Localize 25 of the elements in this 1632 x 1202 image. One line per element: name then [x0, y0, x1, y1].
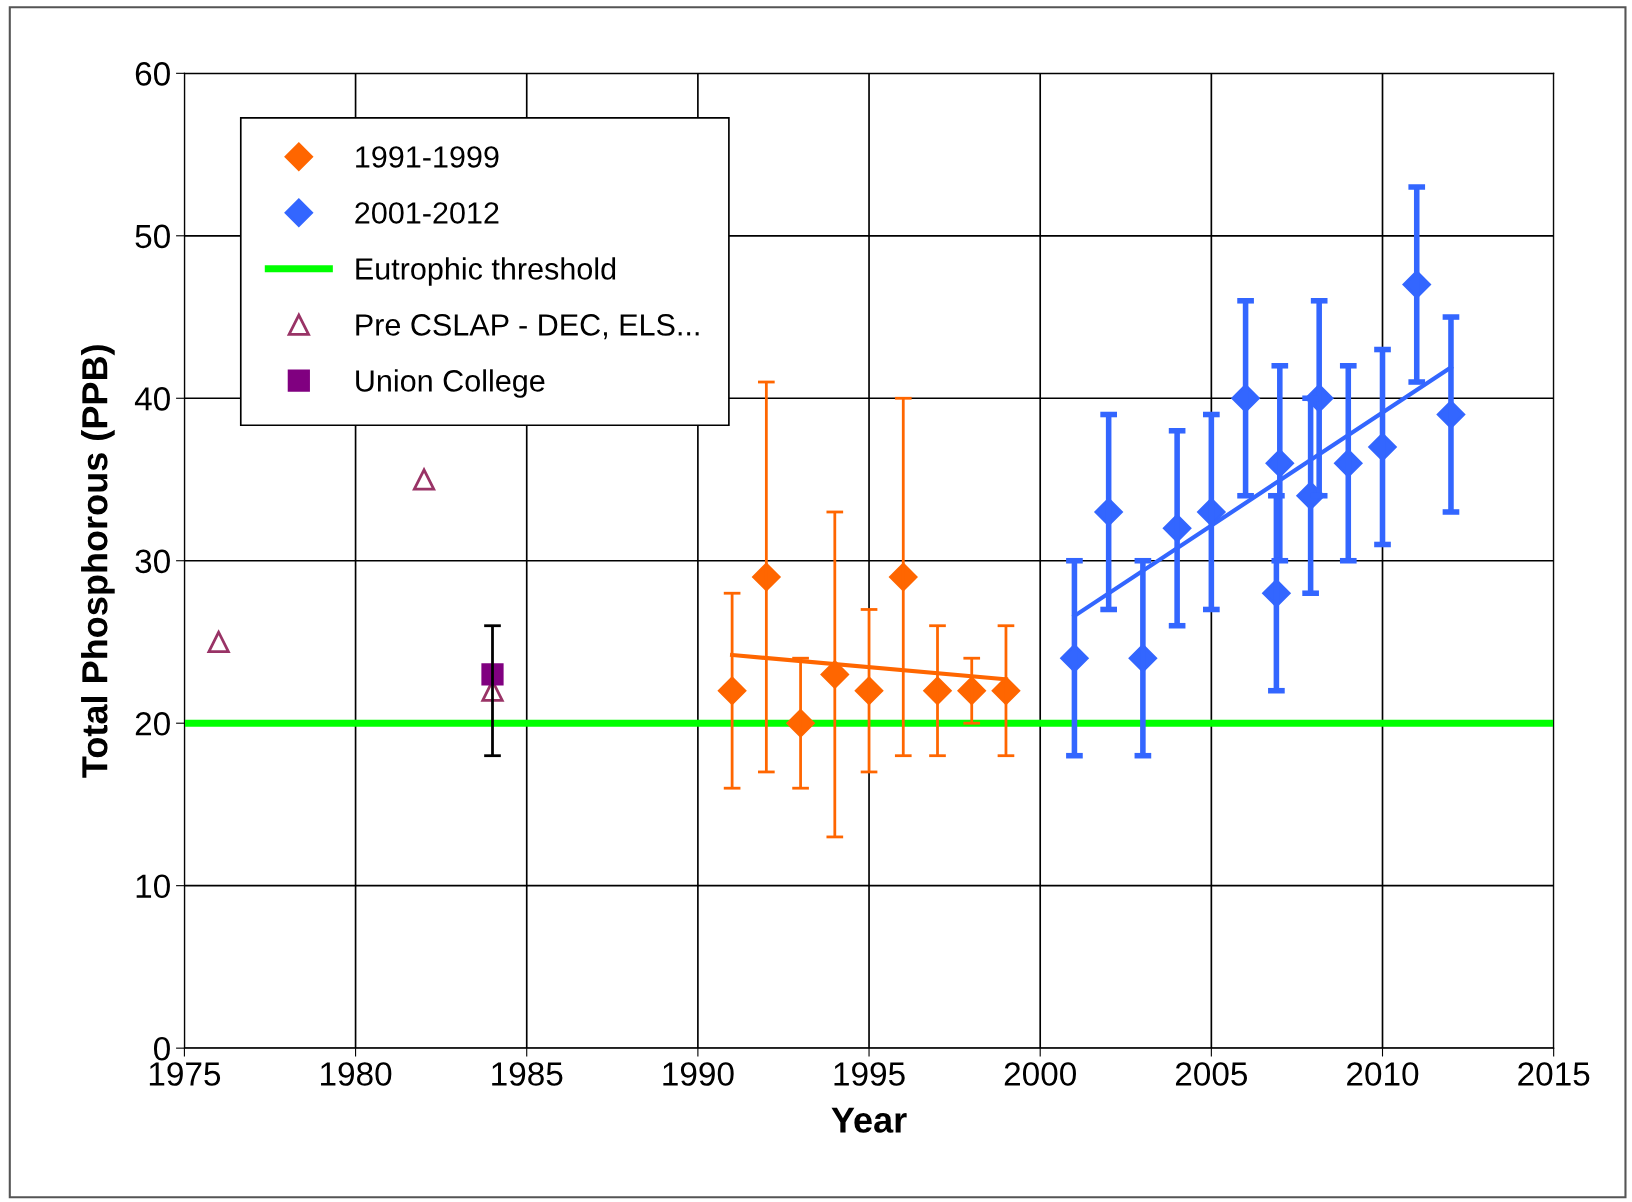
legend-label: Eutrophic threshold: [356, 257, 616, 286]
y-tick-label: 0: [153, 1036, 170, 1061]
legend-label: Pre CSLAP - DEC, ELS...: [356, 314, 699, 340]
y-tick-label: 50: [135, 224, 170, 249]
x-tick-label: 2005: [1175, 1062, 1248, 1086]
point: [207, 630, 230, 654]
x-tick-label: 1975: [149, 1062, 221, 1086]
y-tick-label: 20: [135, 712, 170, 736]
y-tick-label: 60: [135, 62, 170, 86]
y-tick-label: 30: [135, 549, 170, 574]
point: [412, 468, 436, 491]
y-tick-label: 10: [136, 874, 170, 899]
x-tick-label: 2000: [1004, 1062, 1076, 1086]
x-tick-label: 2015: [1518, 1062, 1590, 1086]
x-tick-label: 2010: [1347, 1062, 1419, 1086]
x-tick-label: 1980: [321, 1062, 392, 1086]
legend-label: Union College: [356, 369, 545, 398]
y-tick-label: 40: [134, 387, 170, 411]
x-axis-title: Year: [831, 1107, 907, 1133]
x-tick-label: 1985: [492, 1062, 563, 1086]
y-axis-title: Total Phosphorous (PPB): [81, 345, 115, 778]
legend-label: 1991-1999: [356, 146, 499, 168]
x-tick-label: 1990: [663, 1062, 734, 1086]
legend-label: 2001-2012: [355, 202, 499, 224]
x-tick-label: 1995: [834, 1062, 905, 1086]
